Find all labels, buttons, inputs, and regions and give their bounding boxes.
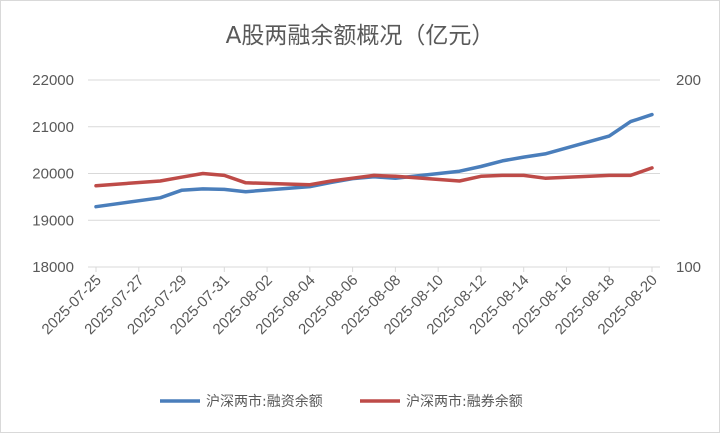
y-right-tick-label: 200 — [676, 72, 701, 89]
y-left-tick-labels: 18000 19000 20000 21000 22000 — [32, 72, 74, 276]
y-left-tick-label: 20000 — [32, 166, 74, 183]
series-line-1 — [94, 166, 654, 188]
legend: 沪深两市:融资余额 沪深两市:融券余额 — [160, 393, 523, 410]
y-left-tick-label: 19000 — [32, 212, 74, 229]
y-left-tick-label: 21000 — [32, 119, 74, 136]
gridlines — [88, 79, 660, 268]
series-lines — [94, 112, 654, 209]
y-right-tick-labels: 100 200 — [676, 72, 701, 276]
chart-title: A股两融余额概况（亿元） — [226, 23, 495, 49]
y-left-tick-label: 22000 — [32, 72, 74, 89]
legend-label: 沪深两市:融资余额 — [206, 393, 323, 410]
y-left-tick-label: 18000 — [32, 259, 74, 276]
y-right-tick-label: 100 — [676, 259, 701, 276]
legend-label: 沪深两市:融券余额 — [406, 393, 523, 410]
